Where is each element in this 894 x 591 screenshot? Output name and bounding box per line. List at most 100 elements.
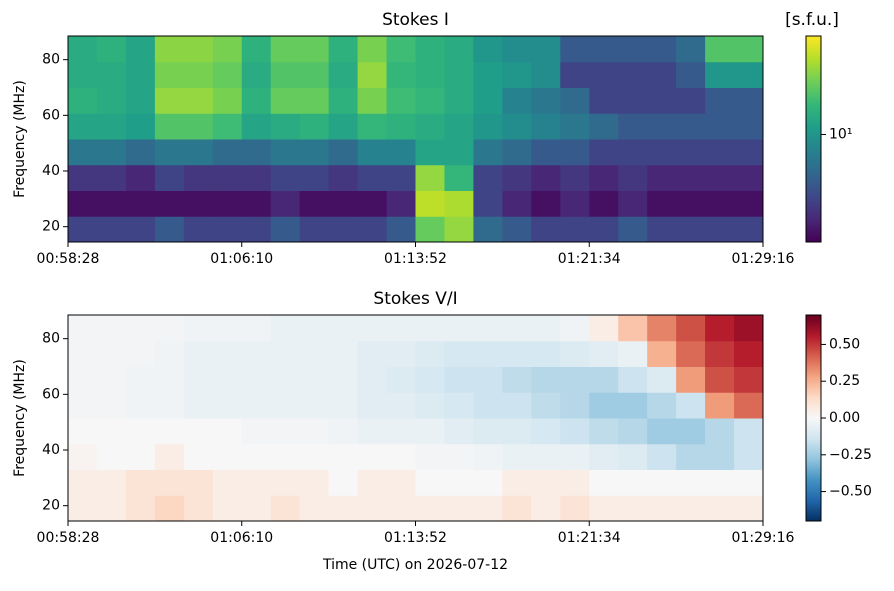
heatmap-cell bbox=[444, 139, 474, 166]
heatmap-cell bbox=[212, 443, 243, 470]
heatmap-cell bbox=[444, 469, 474, 496]
heatmap-cell bbox=[125, 36, 156, 63]
heatmap-cell bbox=[618, 87, 648, 114]
heatmap-cell bbox=[183, 87, 214, 114]
heatmap-cell bbox=[473, 139, 503, 166]
heatmap-cell bbox=[618, 164, 648, 191]
panel-title: Stokes I bbox=[382, 10, 449, 30]
heatmap-cell bbox=[386, 366, 416, 393]
heatmap-cell bbox=[444, 418, 474, 445]
heatmap-cell bbox=[589, 495, 619, 522]
heatmap-cell bbox=[386, 495, 416, 522]
heatmap-cell bbox=[386, 164, 416, 191]
y-tick-label: 60 bbox=[42, 107, 60, 123]
heatmap-cell bbox=[444, 443, 474, 470]
heatmap-cell bbox=[386, 418, 416, 445]
colorbar-tick-label: 0.00 bbox=[829, 410, 860, 426]
heatmap-cell bbox=[154, 418, 185, 445]
heatmap-cell bbox=[415, 340, 445, 367]
heatmap-cell bbox=[531, 139, 561, 166]
heatmap-cell bbox=[68, 315, 98, 342]
heatmap-cell bbox=[415, 418, 445, 445]
heatmap-cell bbox=[125, 61, 156, 88]
heatmap-cell bbox=[473, 190, 503, 217]
heatmap-cell bbox=[125, 216, 156, 243]
heatmap-cell bbox=[96, 469, 127, 496]
y-tick-label: 60 bbox=[42, 386, 60, 402]
heatmap-cell bbox=[212, 87, 243, 114]
heatmap-cell bbox=[618, 139, 648, 166]
heatmap-cell bbox=[705, 392, 735, 419]
heatmap-cell bbox=[357, 469, 388, 496]
heatmap-cell bbox=[212, 366, 243, 393]
heatmap-cell bbox=[270, 495, 301, 522]
x-tick-label: 01:21:34 bbox=[558, 251, 621, 267]
heatmap-cell bbox=[154, 366, 185, 393]
heatmap-cell bbox=[618, 61, 648, 88]
heatmap-cell bbox=[212, 418, 243, 445]
heatmap-cell bbox=[531, 87, 561, 114]
y-tick-label: 40 bbox=[42, 163, 60, 179]
x-tick-label: 01:29:16 bbox=[732, 251, 795, 267]
y-tick-label: 20 bbox=[42, 498, 60, 514]
heatmap-cell bbox=[154, 469, 185, 496]
heatmap-cell bbox=[560, 340, 590, 367]
heatmap-cell bbox=[270, 113, 301, 140]
heatmap-cell bbox=[589, 418, 619, 445]
heatmap-cell bbox=[154, 61, 185, 88]
x-axis-label: Time (UTC) on 2026-07-12 bbox=[322, 557, 508, 573]
heatmap-cell bbox=[328, 113, 359, 140]
heatmap-cell bbox=[68, 392, 98, 419]
heatmap-cell bbox=[647, 443, 677, 470]
heatmap-cell bbox=[270, 418, 301, 445]
heatmap-cell bbox=[589, 164, 619, 191]
heatmap-cell bbox=[676, 340, 706, 367]
heatmap-cell bbox=[183, 366, 214, 393]
heatmap-cell bbox=[68, 61, 98, 88]
heatmap-cell bbox=[444, 495, 474, 522]
colorbar bbox=[805, 314, 822, 522]
heatmap-cell bbox=[328, 366, 359, 393]
heatmap-cell bbox=[386, 61, 416, 88]
heatmap-cell bbox=[444, 190, 474, 217]
heatmap-cell bbox=[734, 366, 764, 393]
heatmap-cell bbox=[502, 443, 532, 470]
heatmap-cell bbox=[734, 139, 764, 166]
heatmap-cell bbox=[212, 190, 243, 217]
heatmap-cell bbox=[502, 366, 532, 393]
heatmap-cell bbox=[502, 36, 532, 63]
heatmap-cell bbox=[299, 36, 330, 63]
heatmap-cell bbox=[734, 315, 764, 342]
heatmap-cell bbox=[212, 139, 243, 166]
heatmap-cell bbox=[241, 216, 272, 243]
heatmap-cell bbox=[473, 495, 503, 522]
heatmap-cell bbox=[589, 340, 619, 367]
heatmap-cell bbox=[154, 443, 185, 470]
heatmap-cell bbox=[386, 392, 416, 419]
heatmap-cell bbox=[154, 113, 185, 140]
heatmap-cell bbox=[560, 392, 590, 419]
heatmap-cell bbox=[705, 469, 735, 496]
heatmap-cell bbox=[212, 216, 243, 243]
heatmap-cell bbox=[328, 36, 359, 63]
heatmap-cell bbox=[357, 418, 388, 445]
heatmap-cell bbox=[68, 164, 98, 191]
heatmap-cell bbox=[96, 418, 127, 445]
heatmap-cell bbox=[386, 36, 416, 63]
heatmap-cell bbox=[647, 113, 677, 140]
heatmap-cell bbox=[357, 366, 388, 393]
heatmap-cell bbox=[647, 216, 677, 243]
heatmap-cell bbox=[328, 139, 359, 166]
heatmap-cell bbox=[502, 190, 532, 217]
heatmap-cell bbox=[473, 469, 503, 496]
heatmap-cell bbox=[68, 36, 98, 63]
heatmap-cell bbox=[618, 469, 648, 496]
heatmap-cell bbox=[96, 113, 127, 140]
heatmap-cell bbox=[270, 216, 301, 243]
heatmap-cell bbox=[183, 113, 214, 140]
heatmap-cell bbox=[357, 216, 388, 243]
y-tick-label: 80 bbox=[42, 52, 60, 68]
heatmap-cell bbox=[154, 495, 185, 522]
heatmap-cell bbox=[415, 164, 445, 191]
heatmap-cell bbox=[444, 87, 474, 114]
